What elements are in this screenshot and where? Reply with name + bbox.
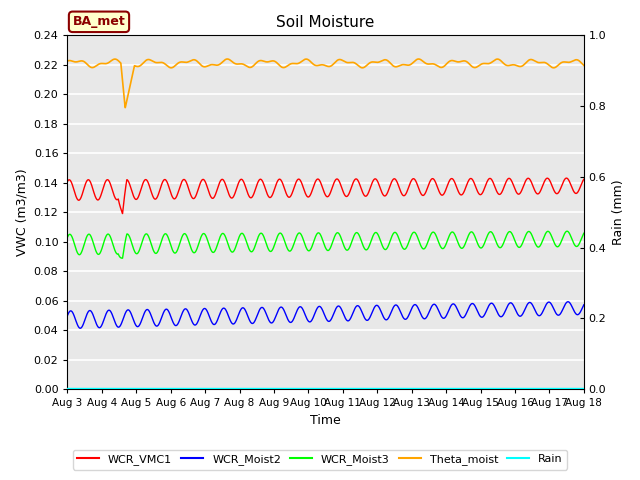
Text: BA_met: BA_met bbox=[72, 15, 125, 28]
Legend: WCR_VMC1, WCR_Moist2, WCR_Moist3, Theta_moist, Rain: WCR_VMC1, WCR_Moist2, WCR_Moist3, Theta_… bbox=[72, 450, 568, 469]
Y-axis label: VWC (m3/m3): VWC (m3/m3) bbox=[15, 168, 28, 256]
X-axis label: Time: Time bbox=[310, 414, 341, 427]
Y-axis label: Rain (mm): Rain (mm) bbox=[612, 180, 625, 245]
Title: Soil Moisture: Soil Moisture bbox=[276, 15, 375, 30]
